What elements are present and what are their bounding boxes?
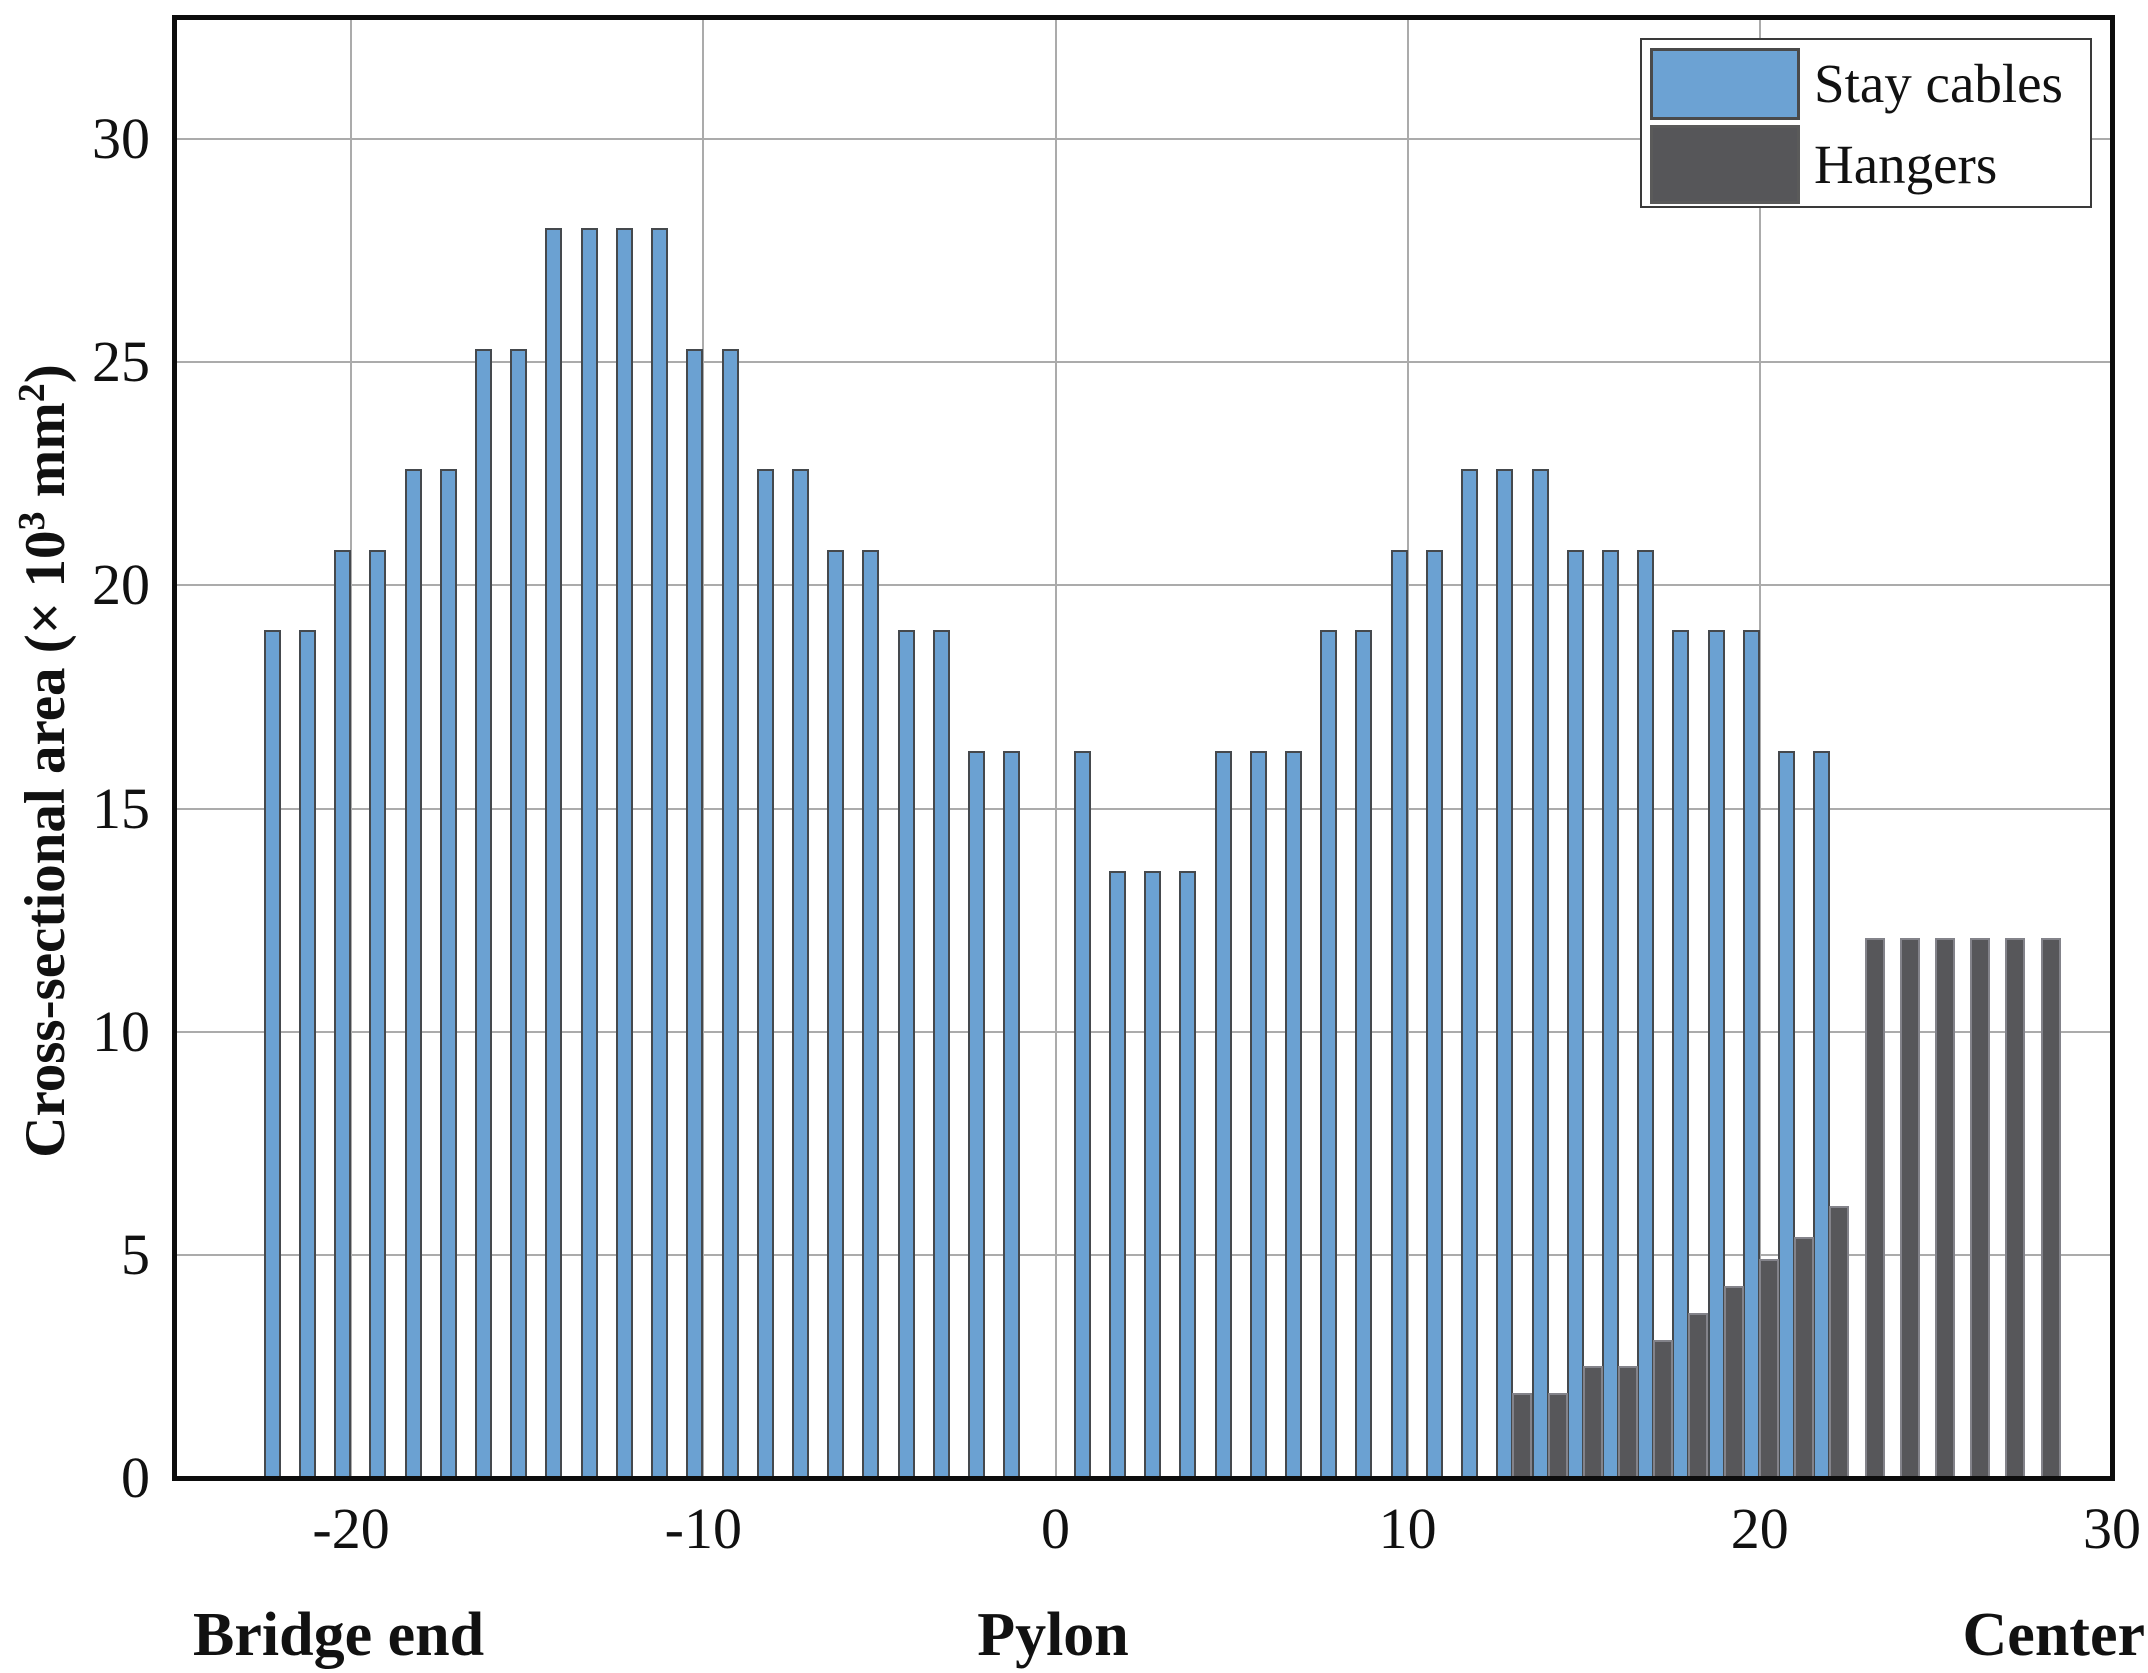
- x-tick-label: -20: [312, 1496, 390, 1561]
- stay-cable-bar: [263, 630, 281, 1478]
- h-gridline: [175, 1030, 2112, 1033]
- stay-cable-bar: [862, 549, 880, 1478]
- x-tick-label: 0: [1041, 1496, 1070, 1561]
- hanger-bar: [1864, 937, 1885, 1478]
- stay-cable-bar: [298, 630, 316, 1478]
- y-axis-label-sup-3: 3: [11, 511, 53, 531]
- stay-cable-bar: [651, 228, 669, 1478]
- y-tick-label: 30: [92, 106, 150, 171]
- stay-cable-bar: [1390, 549, 1408, 1478]
- stay-cable-bar: [1531, 469, 1549, 1478]
- stay-cable-bar: [580, 228, 598, 1478]
- hanger-bar: [1794, 1237, 1814, 1478]
- legend: Stay cables Hangers: [1640, 38, 2092, 208]
- stay-cable-bar: [1496, 469, 1514, 1478]
- annotation-pylon: Pylon: [977, 1601, 1129, 1669]
- y-tick-label: 0: [121, 1445, 150, 1510]
- hanger-bar: [1547, 1393, 1568, 1478]
- v-gridline: [1406, 18, 1409, 1478]
- stay-cable-bar: [1461, 469, 1479, 1478]
- hanger-bar: [1970, 937, 1991, 1478]
- stay-cable-bar: [932, 630, 950, 1478]
- hanger-bar: [1512, 1393, 1533, 1478]
- hanger-bar: [1758, 1259, 1779, 1478]
- hanger-bar: [1653, 1339, 1674, 1478]
- legend-label-stay-cables: Stay cables: [1814, 53, 2063, 114]
- hanger-bar: [1829, 1205, 1850, 1478]
- stay-cable-bar: [510, 348, 528, 1478]
- stay-cable-bar: [791, 469, 809, 1478]
- stay-cable-bar: [968, 750, 985, 1478]
- hanger-bar: [1723, 1286, 1744, 1478]
- hanger-bar: [1617, 1366, 1638, 1478]
- annotation-bridge-end: Bridge end: [193, 1601, 485, 1669]
- h-gridline: [175, 361, 2112, 364]
- x-tick-label: 10: [1378, 1496, 1437, 1561]
- hanger-bar: [1582, 1366, 1603, 1478]
- stay-cable-bar: [1214, 750, 1232, 1478]
- stay-cable-bar: [1637, 549, 1655, 1478]
- stay-cable-bar: [1425, 549, 1443, 1478]
- v-gridline: [702, 18, 705, 1478]
- y-tick-label: 15: [92, 775, 150, 841]
- stay-cable-bar: [1320, 630, 1338, 1478]
- v-gridline: [1758, 18, 1761, 1478]
- stay-cable-bar: [545, 228, 563, 1478]
- y-tick-label: 25: [92, 329, 150, 395]
- stay-cable-bar: [1285, 750, 1302, 1478]
- stay-cable-bar: [756, 469, 774, 1478]
- x-tick-label: -10: [664, 1496, 742, 1561]
- stay-cable-bar: [1179, 871, 1197, 1478]
- stay-cable-bar: [404, 469, 422, 1478]
- stay-cable-bar: [615, 228, 633, 1478]
- stay-cable-bar: [334, 549, 352, 1478]
- stay-cable-bar: [1601, 549, 1619, 1478]
- stay-cable-bar: [1742, 630, 1760, 1478]
- stay-cable-bar: [897, 630, 915, 1478]
- stay-cable-bar: [1003, 750, 1021, 1478]
- stay-cable-bar: [827, 549, 845, 1478]
- h-gridline: [175, 1253, 2112, 1256]
- v-gridline: [350, 18, 353, 1478]
- stay-cable-bar: [1707, 630, 1725, 1478]
- hanger-bar: [1688, 1312, 1709, 1478]
- legend-swatch-stay-cables: [1650, 48, 1800, 120]
- stay-cable-bar: [1108, 871, 1126, 1478]
- stay-cable-bar: [1813, 750, 1831, 1478]
- y-tick-label: 20: [92, 552, 150, 618]
- stay-cable-bar: [439, 469, 457, 1478]
- h-gridline: [175, 138, 2112, 140]
- stay-cable-bar: [1355, 630, 1373, 1478]
- legend-label-hangers: Hangers: [1814, 134, 1998, 195]
- hanger-bar: [1899, 937, 1920, 1478]
- y-axis-label-mid: mm: [14, 402, 77, 512]
- stay-cable-bar: [475, 348, 492, 1478]
- legend-swatch-hangers: [1650, 125, 1800, 204]
- h-gridline: [175, 584, 2112, 587]
- y-tick-label: 5: [121, 1221, 150, 1287]
- stay-cable-bar: [686, 348, 704, 1478]
- stay-cable-bar: [369, 549, 387, 1478]
- stay-cable-bar: [1144, 871, 1162, 1478]
- stay-cable-bar: [1672, 630, 1690, 1478]
- hanger-bar: [1934, 937, 1955, 1478]
- y-tick-label: 10: [92, 998, 150, 1064]
- h-gridline: [175, 807, 2112, 810]
- stay-cable-bar: [721, 348, 739, 1478]
- annotation-center: Center: [1962, 1601, 2145, 1669]
- x-tick-label: 20: [1730, 1496, 1789, 1561]
- x-tick-label: 30: [2083, 1496, 2141, 1561]
- hanger-bar: [2005, 937, 2026, 1478]
- v-gridline: [1054, 18, 1057, 1478]
- stay-cable-bar: [1566, 549, 1584, 1478]
- hanger-bar: [2040, 937, 2061, 1478]
- stay-cable-bar: [1249, 750, 1267, 1478]
- stay-cable-bar: [1073, 750, 1091, 1478]
- stay-cable-bar: [1778, 750, 1795, 1478]
